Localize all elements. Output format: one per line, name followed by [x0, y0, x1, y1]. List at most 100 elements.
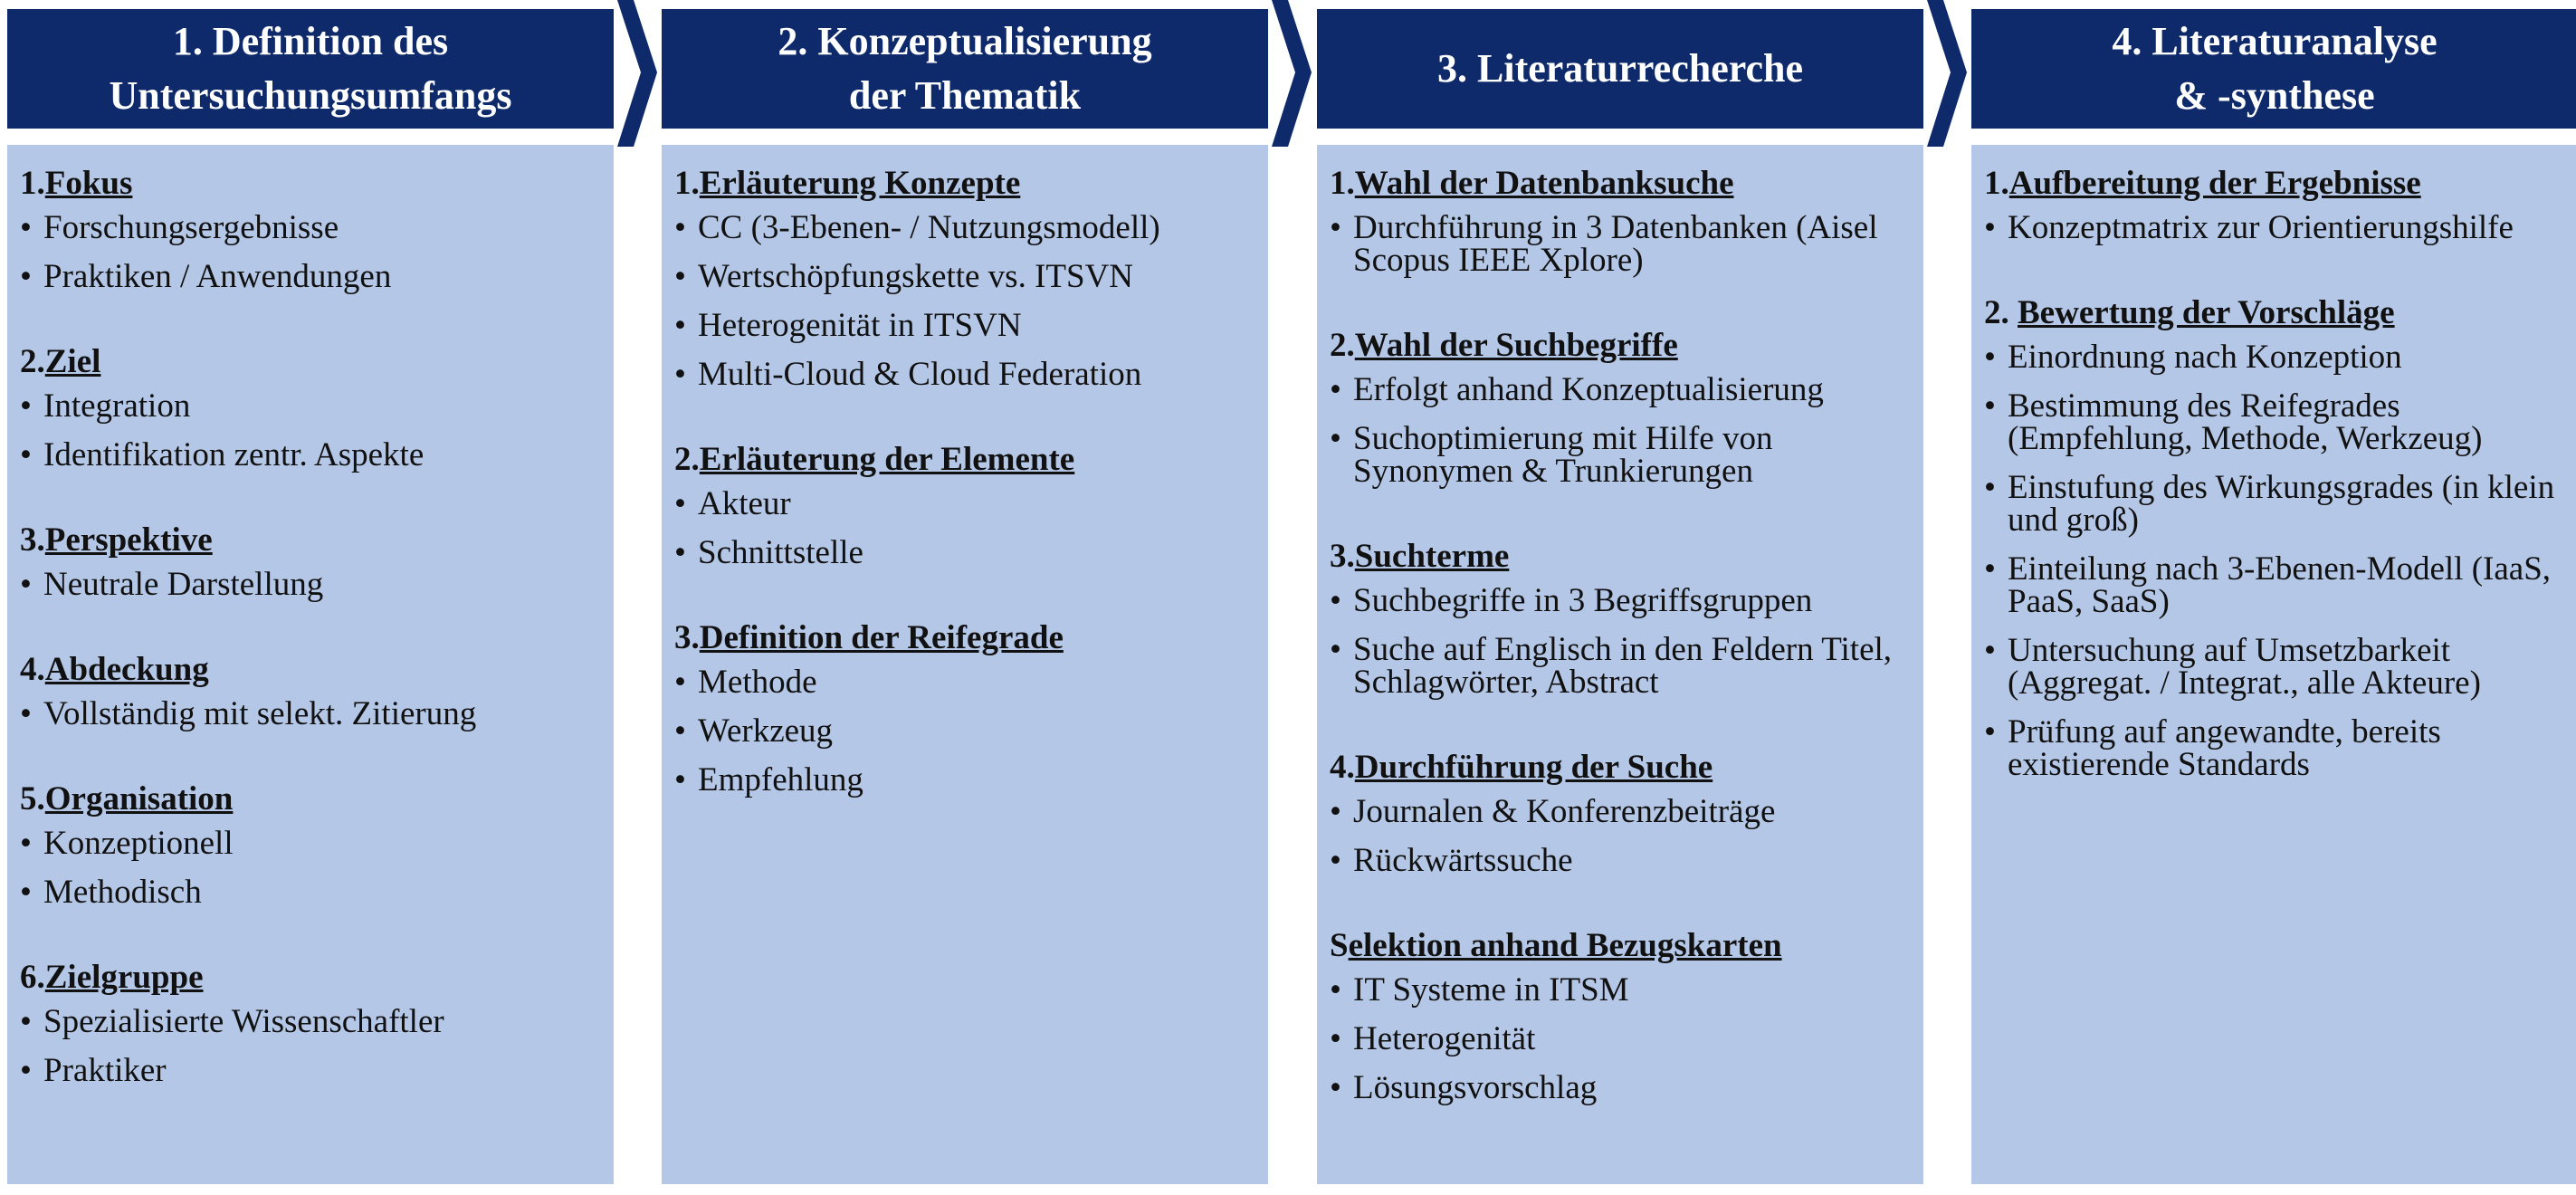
bullet-item: Einteilung nach 3-Ebenen-Modell (IaaS, P… [1984, 552, 2563, 618]
bullet-item: Einordnung nach Konzeption [1984, 340, 2563, 374]
section-heading: 3.Perspektive [20, 520, 599, 561]
section-number: 1. [674, 165, 700, 202]
bullet-list: Forschungsergebnisse Praktiken / Anwendun… [20, 211, 599, 293]
bullet-list: Vollständig mit selekt. Zitierung [20, 697, 599, 731]
section-heading: 1.Fokus [20, 163, 599, 205]
bullet-item: Prüfung auf angewandte, bereits existier… [1984, 715, 2563, 781]
bullet-list: IT Systeme in ITSM Heterogenität Lösungsvo… [1330, 973, 1909, 1104]
section-number: 1. [1330, 165, 1355, 202]
column-step-1: 1. Definition des Untersuchungsumfangs 1.… [7, 9, 614, 1184]
bullet-item: Wertschöpfungskette vs. ITSVN [674, 260, 1254, 293]
bullet-list: Methode Werkzeug Empfehlung [674, 665, 1254, 797]
section: 2.Ziel Integration Identifikation zentr. A… [20, 341, 599, 472]
section-heading: 1.Wahl der Datenbanksuche [1330, 163, 1909, 205]
section-number: 4. [20, 651, 45, 688]
section: 6.Zielgruppe Spezialisierte Wissenschaftl… [20, 957, 599, 1087]
section-title: Erläuterung der Elemente [699, 441, 1075, 478]
bullet-item: Untersuchung auf Umsetzbarkeit (Aggregat… [1984, 634, 2563, 700]
section-heading: 3.Definition der Reifegrade [674, 617, 1254, 659]
column-body: 1.Erläuterung Konzepte CC (3-Ebenen- / Nu… [662, 145, 1268, 1184]
section-number: 1. [1984, 165, 2009, 202]
bullet-item: Lösungsvorschlag [1330, 1071, 1909, 1104]
section-title: Aufbereitung der Ergebnisse [2008, 165, 2421, 202]
section-heading: Selektion anhand Bezugskarten [1330, 925, 1909, 967]
section: 1.Fokus Forschungsergebnisse Praktiken / A… [20, 163, 599, 293]
bullet-item: Suchbegriffe in 3 Begriffsgruppen [1330, 584, 1909, 617]
section-title: Durchführung der Suche [1354, 749, 1713, 786]
section-number: 2. [1330, 327, 1355, 364]
bullet-item: Rückwärtssuche [1330, 844, 1909, 877]
section-title: Suchterme [1354, 538, 1510, 575]
bullet-list: Spezialisierte Wissenschaftler Praktiker [20, 1005, 599, 1087]
section: 3.Definition der Reifegrade Methode Werkze… [674, 617, 1254, 797]
section-heading: 5.Organisation [20, 779, 599, 820]
bullet-list: Erfolgt anhand Konzeptualisierung Suchopt… [1330, 373, 1909, 488]
section-number: 3. [674, 619, 700, 656]
section-number: 6. [20, 959, 45, 996]
chevron-right-icon [617, 0, 657, 147]
bullet-list: Journalen & Konferenzbeiträge Rückwärtssu… [1330, 795, 1909, 877]
section-number: 3. [20, 521, 45, 559]
column-header: 1. Definition des Untersuchungsumfangs [7, 9, 614, 129]
bullet-list: Konzeptionell Methodisch [20, 827, 599, 909]
bullet-item: Multi-Cloud & Cloud Federation [674, 358, 1254, 391]
section-title: elektion anhand Bezugskarten [1348, 927, 1782, 964]
section-heading: 2.Ziel [20, 341, 599, 383]
bullet-item: Suchoptimierung mit Hilfe von Synonymen … [1330, 422, 1909, 488]
section-heading: 3.Suchterme [1330, 536, 1909, 578]
section-title: Ziel [44, 343, 101, 380]
bullet-item: CC (3-Ebenen- / Nutzungsmodell) [674, 211, 1254, 244]
section-number: 2. [674, 441, 700, 478]
section: 3.Perspektive Neutrale Darstellung [20, 520, 599, 601]
section-title: Bewertung der Vorschläge [2018, 294, 2395, 331]
bullet-list: Suchbegriffe in 3 Begriffsgruppen Suche a… [1330, 584, 1909, 699]
section-number: S [1330, 927, 1349, 964]
section-heading: 1.Aufbereitung der Ergebnisse [1984, 163, 2563, 205]
column-header: 2. Konzeptualisierung der Thematik [662, 9, 1268, 129]
bullet-item: Schnittstelle [674, 536, 1254, 569]
section-heading: 1.Erläuterung Konzepte [674, 163, 1254, 205]
section-title: Erläuterung Konzepte [699, 165, 1021, 202]
section-title: Wahl der Datenbanksuche [1354, 165, 1734, 202]
column-header: 4. Literaturanalyse & -synthese [1971, 9, 2576, 129]
bullet-item: Methode [674, 665, 1254, 699]
column-body: 1.Aufbereitung der Ergebnisse Konzeptmatr… [1971, 145, 2576, 1184]
section-title: Organisation [44, 780, 234, 817]
section: 4.Abdeckung Vollständig mit selekt. Zitie… [20, 649, 599, 731]
section-heading: 4.Abdeckung [20, 649, 599, 691]
bullet-item: Neutrale Darstellung [20, 568, 599, 601]
section-title: Definition der Reifegrade [699, 619, 1064, 656]
section-heading: 2.Wahl der Suchbegriffe [1330, 325, 1909, 367]
section-number: 4. [1330, 749, 1355, 786]
section-number: 1. [20, 165, 45, 202]
bullet-item: Durchführung in 3 Datenbanken (Aisel Sco… [1330, 211, 1909, 277]
section-heading: 2.Erläuterung der Elemente [674, 439, 1254, 481]
section-number: 5. [20, 780, 45, 817]
bullet-item: Vollständig mit selekt. Zitierung [20, 697, 599, 731]
section-title: Wahl der Suchbegriffe [1354, 327, 1678, 364]
bullet-list: CC (3-Ebenen- / Nutzungsmodell) Wertschöp… [674, 211, 1254, 391]
bullet-item: Einstufung des Wirkungsgrades (in klein … [1984, 471, 2563, 537]
section-title: Fokus [44, 165, 133, 202]
section: 2.Wahl der Suchbegriffe Erfolgt anhand Ko… [1330, 325, 1909, 488]
chevron-right-icon [1927, 0, 1967, 147]
section-title: Zielgruppe [44, 959, 204, 996]
section: 4.Durchführung der Suche Journalen & Konf… [1330, 747, 1909, 877]
bullet-list: Integration Identifikation zentr. Aspekte [20, 389, 599, 472]
bullet-item: Forschungsergebnisse [20, 211, 599, 244]
section-title: Abdeckung [44, 651, 209, 688]
bullet-item: Spezialisierte Wissenschaftler [20, 1005, 599, 1038]
section: 2.Erläuterung der Elemente Akteur Schnitts… [674, 439, 1254, 569]
bullet-list: Neutrale Darstellung [20, 568, 599, 601]
bullet-item: Konzeptmatrix zur Orientierungshilfe [1984, 211, 2563, 244]
section-number: 2. [20, 343, 45, 380]
bullet-item: Methodisch [20, 875, 599, 909]
bullet-item: IT Systeme in ITSM [1330, 973, 1909, 1007]
bullet-list: Akteur Schnittstelle [674, 487, 1254, 569]
bullet-item: Praktiker [20, 1054, 599, 1087]
section: 1.Erläuterung Konzepte CC (3-Ebenen- / Nu… [674, 163, 1254, 391]
chevron-right-icon [1272, 0, 1312, 147]
section-heading: 4.Durchführung der Suche [1330, 747, 1909, 789]
bullet-list: Durchführung in 3 Datenbanken (Aisel Sco… [1330, 211, 1909, 277]
section-heading: 6.Zielgruppe [20, 957, 599, 999]
